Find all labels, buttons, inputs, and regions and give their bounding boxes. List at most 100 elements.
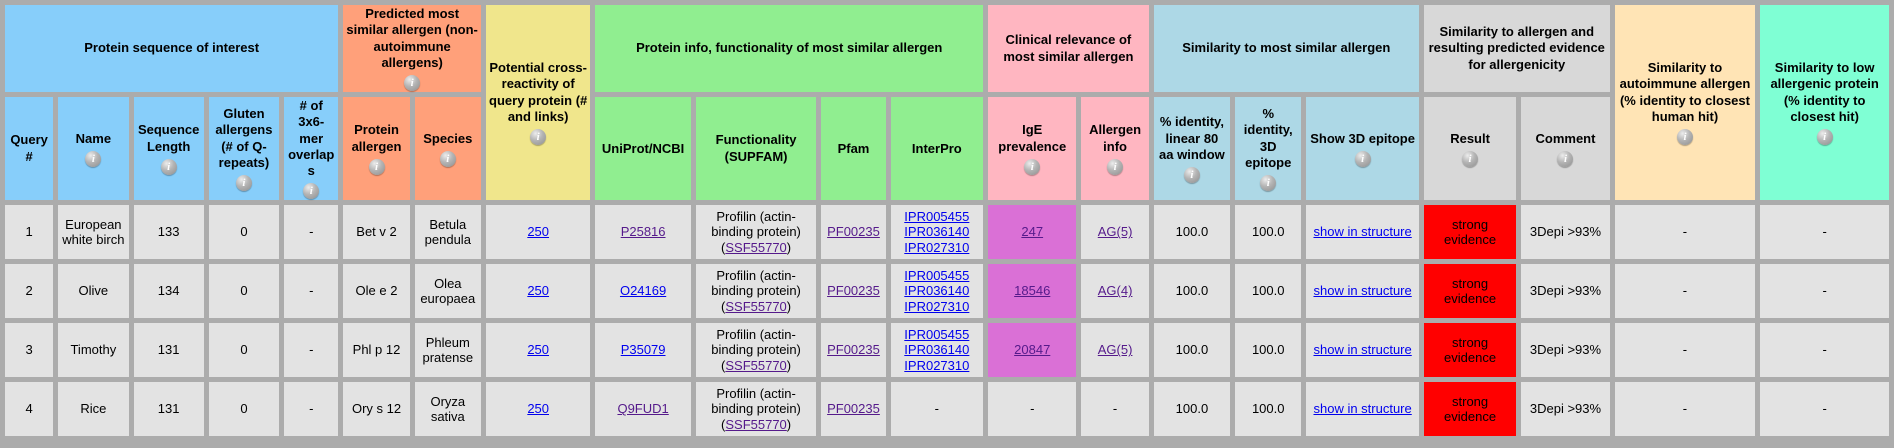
pfam-link[interactable]: PF00235: [827, 224, 880, 240]
interpro-link[interactable]: IPR005455: [904, 208, 970, 224]
cell-sequence-length: 134: [133, 264, 204, 319]
info-icon[interactable]: [530, 129, 547, 146]
info-icon[interactable]: [1557, 150, 1574, 167]
interpro-link[interactable]: IPR027310: [904, 240, 970, 256]
cell-pfam: PF00235: [821, 323, 886, 378]
col-label: Protein allergen: [351, 122, 402, 154]
col-header-sequence-length: Sequence Length: [133, 97, 204, 201]
cell-cross-reactivity: 250: [485, 382, 591, 437]
cross-reactivity-link[interactable]: 250: [527, 342, 550, 358]
uniprot-link[interactable]: P25816: [620, 224, 666, 240]
cell-identity-80aa: 100.0: [1153, 264, 1231, 319]
functionality-text: Profilin (actin-binding protein): [711, 385, 801, 417]
cell-autoimmune: -: [1614, 264, 1756, 319]
group-cross-reactivity: Potential cross-reactivity of query prot…: [485, 5, 591, 201]
group-label: Similarity to allergen and resulting pre…: [1428, 24, 1605, 72]
supfam-link[interactable]: SSF55770: [725, 417, 787, 433]
info-icon[interactable]: [235, 175, 252, 192]
info-icon[interactable]: [404, 75, 421, 91]
cell-comment: 3Depi >93%: [1521, 205, 1610, 260]
info-icon[interactable]: [1354, 150, 1371, 167]
cell-functionality: Profilin (actin-binding protein) (SSF557…: [695, 264, 817, 319]
info-icon[interactable]: [1183, 167, 1200, 183]
ige-prevalence-link[interactable]: 20847: [1014, 342, 1051, 358]
info-icon[interactable]: [85, 150, 102, 167]
cell-uniprot: O24169: [595, 264, 691, 319]
cross-reactivity-link[interactable]: 250: [527, 283, 550, 299]
info-icon[interactable]: [1462, 150, 1479, 167]
supfam-link[interactable]: SSF55770: [725, 240, 787, 256]
cell-uniprot: P25816: [595, 205, 691, 260]
ige-prevalence-link[interactable]: 247: [1021, 224, 1044, 240]
cell-sequence-length: 131: [133, 382, 204, 437]
cell-identity-80aa: 100.0: [1153, 382, 1231, 437]
interpro-link[interactable]: IPR036140: [904, 283, 970, 299]
col-header-comment: Comment: [1521, 97, 1610, 201]
info-icon[interactable]: [1676, 129, 1693, 146]
show-structure-link[interactable]: show in structure: [1313, 342, 1412, 358]
info-icon[interactable]: [160, 158, 177, 175]
cell-low-allergenic: -: [1760, 205, 1889, 260]
cell-functionality: Profilin (actin-binding protein) (SSF557…: [695, 205, 817, 260]
interpro-link[interactable]: IPR036140: [904, 224, 970, 240]
functionality-text: Profilin (actin-binding protein): [711, 208, 801, 240]
cell-overlaps: -: [284, 264, 339, 319]
cell-interpro: IPR005455 IPR036140 IPR027310: [890, 205, 984, 260]
col-header-show-3d-epitope: Show 3D epitope: [1306, 97, 1419, 201]
cell-show-3d: show in structure: [1306, 264, 1419, 319]
info-icon[interactable]: [439, 150, 456, 167]
table-row: 4 Rice 131 0 - Ory s 12 Oryza sativa 250…: [5, 382, 1889, 437]
cell-cross-reactivity: 250: [485, 205, 591, 260]
info-icon[interactable]: [1816, 129, 1833, 146]
pfam-link[interactable]: PF00235: [827, 342, 880, 358]
interpro-link[interactable]: IPR005455: [904, 326, 970, 342]
group-clinical-relevance: Clinical relevance of most similar aller…: [988, 5, 1149, 92]
group-low-allergenic-similarity: Similarity to low allergenic protein (% …: [1760, 5, 1889, 201]
col-label: UniProt/NCBI: [601, 140, 685, 156]
supfam-link[interactable]: SSF55770: [725, 358, 787, 374]
table-row: 1 European white birch 133 0 - Bet v 2 B…: [5, 205, 1889, 260]
cell-uniprot: Q9FUD1: [595, 382, 691, 437]
cell-identity-80aa: 100.0: [1153, 323, 1231, 378]
cell-species: Olea europaea: [414, 264, 481, 319]
cross-reactivity-link[interactable]: 250: [527, 401, 550, 417]
pfam-link[interactable]: PF00235: [827, 401, 880, 417]
info-icon[interactable]: [1024, 158, 1041, 175]
supfam-link[interactable]: SSF55770: [725, 299, 787, 315]
paren-open: (: [721, 358, 726, 374]
info-icon[interactable]: [1107, 158, 1124, 175]
cell-gluten: 0: [208, 205, 280, 260]
cell-ige-prevalence: 18546: [988, 264, 1077, 319]
col-header-functionality: Functionality (SUPFAM): [695, 97, 817, 201]
interpro-link[interactable]: IPR027310: [904, 299, 970, 315]
group-label: Protein sequence of interest: [84, 40, 260, 56]
paren-close: ): [786, 358, 792, 374]
cell-protein-allergen: Phl p 12: [343, 323, 410, 378]
allergen-info-link[interactable]: AG(5): [1097, 342, 1133, 358]
table-row: 2 Olive 134 0 - Ole e 2 Olea europaea 25…: [5, 264, 1889, 319]
pfam-link[interactable]: PF00235: [827, 283, 880, 299]
info-icon[interactable]: [368, 158, 385, 175]
group-similarity-allergen: Similarity to most similar allergen: [1153, 5, 1419, 92]
uniprot-link[interactable]: Q9FUD1: [617, 401, 669, 417]
interpro-link[interactable]: IPR005455: [904, 267, 970, 283]
cell-result: strong evidence: [1423, 264, 1517, 319]
allergen-info-link[interactable]: AG(4): [1097, 283, 1133, 299]
allergen-info-link[interactable]: AG(5): [1097, 224, 1133, 240]
ige-prevalence-link[interactable]: 18546: [1014, 283, 1051, 299]
show-structure-link[interactable]: show in structure: [1313, 283, 1412, 299]
info-icon[interactable]: [1260, 175, 1277, 192]
cell-query: 1: [5, 205, 54, 260]
interpro-link[interactable]: IPR036140: [904, 342, 970, 358]
info-icon[interactable]: [303, 183, 320, 200]
cell-show-3d: show in structure: [1306, 205, 1419, 260]
cell-comment: 3Depi >93%: [1521, 323, 1610, 378]
cross-reactivity-link[interactable]: 250: [527, 224, 550, 240]
col-header-identity-3d: % identity, 3D epitope: [1235, 97, 1302, 201]
paren-close: ): [786, 417, 792, 433]
show-structure-link[interactable]: show in structure: [1313, 401, 1412, 417]
uniprot-link[interactable]: O24169: [619, 283, 667, 299]
interpro-link[interactable]: IPR027310: [904, 358, 970, 374]
show-structure-link[interactable]: show in structure: [1313, 224, 1412, 240]
uniprot-link[interactable]: P35079: [620, 342, 666, 358]
